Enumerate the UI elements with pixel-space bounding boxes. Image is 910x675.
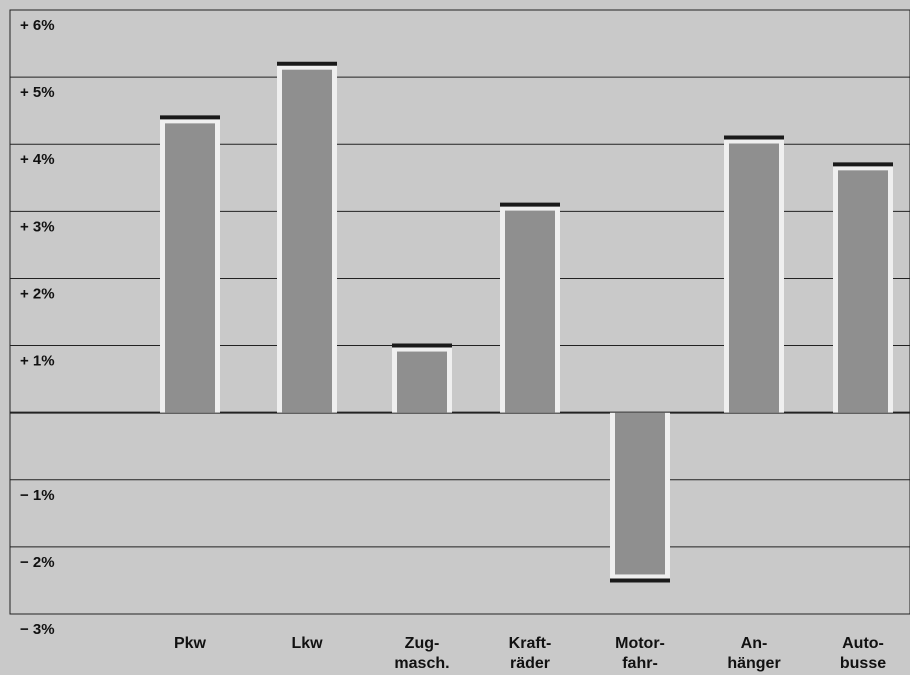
- bar: [729, 143, 779, 413]
- bar: [397, 351, 447, 413]
- y-tick-label: + 5%: [20, 84, 55, 101]
- bar: [282, 69, 332, 413]
- category-label: fahr-: [622, 655, 658, 672]
- category-label: Motor-: [615, 635, 665, 652]
- y-tick-label: + 2%: [20, 285, 55, 302]
- category-label: masch.: [394, 655, 449, 672]
- category-label: An-: [741, 635, 768, 652]
- y-tick-label: + 1%: [20, 353, 55, 370]
- category-label: Kraft-: [509, 635, 552, 652]
- y-tick-label: − 3%: [20, 621, 55, 638]
- y-tick-label: + 3%: [20, 218, 55, 235]
- y-tick-label: − 1%: [20, 487, 55, 504]
- y-tick-label: + 6%: [20, 17, 55, 34]
- category-label: Auto-: [842, 635, 884, 652]
- y-tick-label: − 2%: [20, 554, 55, 571]
- bar: [838, 170, 888, 413]
- bar: [505, 210, 555, 413]
- bar: [165, 123, 215, 413]
- category-label: Pkw: [174, 635, 207, 652]
- bar: [615, 412, 665, 575]
- y-tick-label: + 4%: [20, 151, 55, 168]
- category-label: räder: [510, 655, 550, 672]
- category-label: busse: [840, 655, 886, 672]
- category-label: Zug-: [405, 635, 440, 652]
- category-label: Lkw: [291, 635, 323, 652]
- category-label: hänger: [727, 655, 780, 672]
